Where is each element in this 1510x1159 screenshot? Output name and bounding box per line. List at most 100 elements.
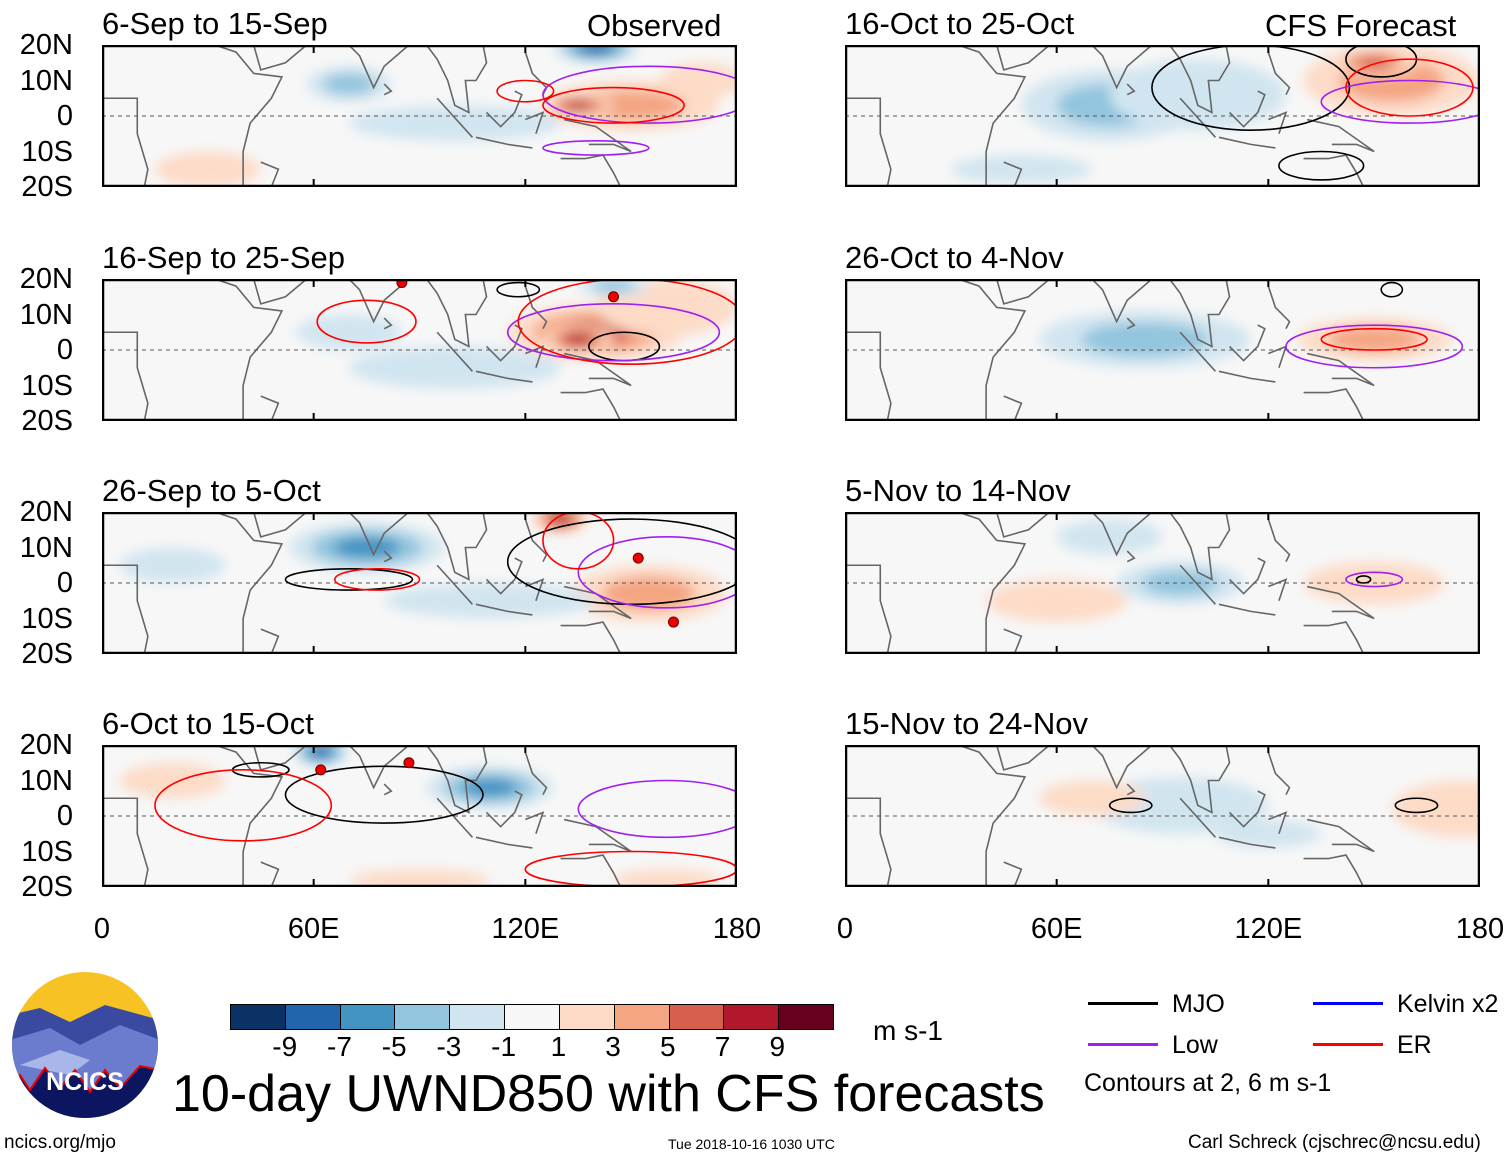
legend-line-low (1088, 1043, 1158, 1046)
colorbar-label: -5 (381, 1031, 407, 1062)
coastline (436, 331, 474, 372)
map-panel (102, 45, 737, 187)
tropical-cyclone-icon (608, 291, 620, 303)
coastline (383, 783, 393, 796)
coastline (214, 279, 284, 421)
wind-anomaly-region (296, 314, 402, 350)
mjo-contour (1394, 797, 1439, 814)
colorbar-label: -9 (272, 1031, 298, 1062)
map-panel (102, 745, 737, 887)
coastline (1303, 854, 1365, 887)
er-contour (542, 86, 685, 124)
coastline (485, 557, 523, 595)
wind-anomaly-region (1215, 819, 1322, 848)
coastline (436, 97, 474, 138)
coastline (260, 161, 280, 187)
coastline (1003, 395, 1023, 421)
coastline (1168, 512, 1231, 581)
lat-label: 20S (21, 638, 73, 670)
er-contour (1320, 327, 1428, 351)
er-contour (1345, 58, 1474, 117)
coastline (252, 745, 308, 771)
panel-frame (845, 745, 1480, 887)
coastline (1126, 783, 1136, 796)
wind-anomaly-region (1142, 570, 1219, 596)
coastline (1168, 745, 1231, 814)
lat-label: 20S (21, 171, 73, 203)
colorbar-label: 5 (660, 1031, 676, 1062)
coastline (1228, 90, 1266, 128)
coastline (1090, 279, 1153, 324)
mjo-contour (1355, 575, 1372, 584)
wind-anomaly-region (323, 73, 375, 95)
coastline (995, 745, 1051, 771)
coastline (1303, 154, 1365, 187)
coastline (957, 745, 1027, 887)
coastline (383, 550, 393, 563)
coastline (524, 285, 548, 330)
colorbar-label: -7 (327, 1031, 352, 1062)
timestamp: Tue 2018-10-16 1030 UTC (668, 1136, 835, 1152)
mjo-contour (284, 567, 414, 591)
lat-label: 20N (19, 496, 73, 528)
coastline (260, 861, 280, 887)
coastline (436, 797, 474, 838)
coastline (425, 512, 488, 581)
map-panel (102, 512, 737, 654)
er-contour (334, 567, 421, 591)
coastline (102, 97, 149, 187)
wind-anomaly-region (602, 576, 696, 611)
coastline (475, 370, 533, 383)
colorbar-swatch (450, 1005, 506, 1029)
colorbar-swatch (559, 1005, 615, 1029)
lon-label: 120E (491, 913, 560, 945)
mjo-contour (1151, 45, 1351, 131)
lon-label: 120E (1234, 913, 1303, 945)
colorbar-label: 7 (714, 1031, 731, 1062)
coastline (525, 811, 545, 835)
colorbar-swatch (395, 1005, 451, 1029)
er-contour (496, 79, 555, 103)
coastline (1306, 352, 1375, 387)
panel-title: 26-Oct to 4-Nov (845, 240, 1064, 275)
low-contour (542, 65, 737, 124)
low-contour (506, 303, 721, 362)
coastline (485, 790, 523, 828)
coastline (1218, 603, 1276, 616)
site-url[interactable]: ncics.org/mjo (4, 1132, 116, 1153)
coastline (957, 512, 1027, 654)
coastline (347, 745, 410, 790)
panel-title: 16-Sep to 25-Sep (102, 240, 346, 275)
coastline (1179, 331, 1217, 372)
coastline (1090, 45, 1153, 90)
panel-frame (845, 279, 1480, 421)
legend-line-mjo (1088, 1002, 1158, 1005)
wind-anomaly-region (119, 547, 226, 583)
wind-anomaly-region (551, 514, 571, 524)
logo-text: NCICS (46, 1068, 124, 1096)
coastline (1218, 836, 1276, 849)
coastline (383, 317, 393, 330)
er-contour (316, 299, 417, 344)
er-contour (154, 769, 333, 842)
map-panel (102, 279, 737, 421)
tropical-cyclone-icon (315, 764, 327, 776)
coastline (1218, 370, 1276, 383)
low-contour (577, 779, 737, 839)
coastline (1179, 97, 1217, 138)
mjo-contour (496, 281, 541, 298)
coastline (845, 331, 892, 421)
forecast-label: CFS Forecast (1265, 8, 1457, 43)
coastline (1218, 136, 1276, 149)
mjo-contour (1380, 281, 1404, 298)
coastline (524, 51, 548, 96)
ncics-logo (12, 972, 158, 1118)
wind-anomaly-region (986, 579, 1128, 623)
legend-line-kelvin-x2 (1313, 1002, 1383, 1005)
panel-title: 5-Nov to 14-Nov (845, 473, 1071, 508)
coastline (1267, 51, 1291, 96)
colorbar-swatch (669, 1005, 725, 1029)
lat-label: 10S (21, 602, 73, 635)
coastline (1003, 628, 1023, 654)
coastline (102, 797, 149, 887)
